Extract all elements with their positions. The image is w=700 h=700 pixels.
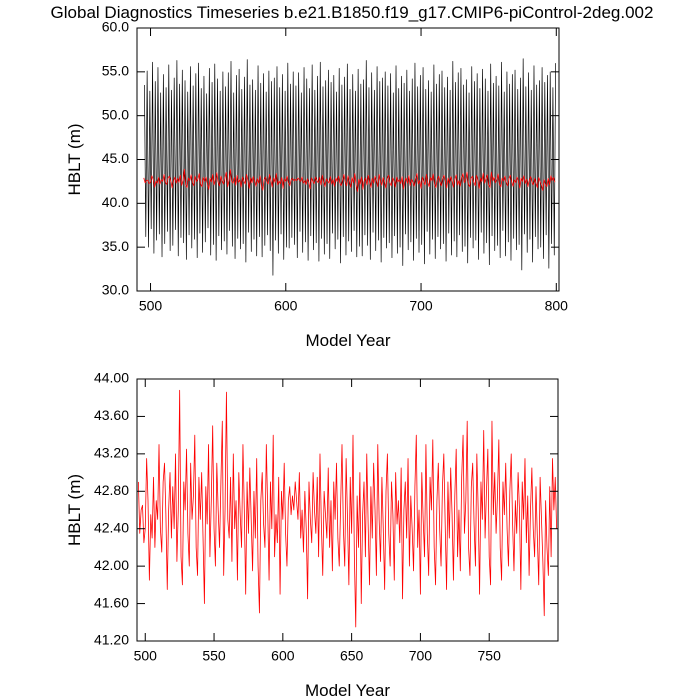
- x-tick-label: 650: [340, 648, 364, 664]
- y-tick-label: 50.0: [102, 106, 129, 122]
- x-tick-label: 800: [545, 298, 569, 314]
- x-tick-label: 600: [271, 648, 295, 664]
- data-line: [137, 389, 558, 628]
- x-tick-label: 700: [409, 298, 433, 314]
- y-tick-label: 41.60: [94, 594, 129, 610]
- y-tick-label: 42.40: [94, 519, 129, 535]
- y-tick-label: 30.0: [102, 282, 129, 298]
- y-tick-label: 60.0: [102, 19, 129, 35]
- y-tick-label: 43.60: [94, 407, 129, 423]
- data-line: [144, 58, 556, 276]
- x-axis-label: Model Year: [305, 331, 390, 350]
- y-tick-label: 41.20: [94, 632, 129, 648]
- chart-title: Global Diagnostics Timeseries b.e21.B185…: [51, 3, 654, 22]
- y-tick-label: 35.0: [102, 238, 129, 254]
- y-tick-label: 44.00: [94, 370, 129, 386]
- x-tick-label: 700: [409, 648, 433, 664]
- y-tick-label: 42.80: [94, 482, 129, 498]
- x-tick-label: 500: [139, 298, 163, 314]
- data-line: [143, 168, 556, 192]
- y-tick-label: 42.00: [94, 557, 129, 573]
- x-tick-label: 550: [202, 648, 226, 664]
- x-tick-label: 750: [478, 648, 502, 664]
- y-tick-label: 40.0: [102, 194, 129, 210]
- y-axis-label: HBLT (m): [65, 474, 84, 546]
- y-axis-label: HBLT (m): [65, 123, 84, 195]
- x-tick-label: 500: [134, 648, 158, 664]
- plot-frame: [136, 378, 559, 642]
- x-tick-label: 600: [274, 298, 298, 314]
- y-tick-label: 55.0: [102, 63, 129, 79]
- x-axis-label: Model Year: [305, 681, 390, 700]
- y-tick-label: 45.0: [102, 150, 129, 166]
- y-tick-label: 43.20: [94, 445, 129, 461]
